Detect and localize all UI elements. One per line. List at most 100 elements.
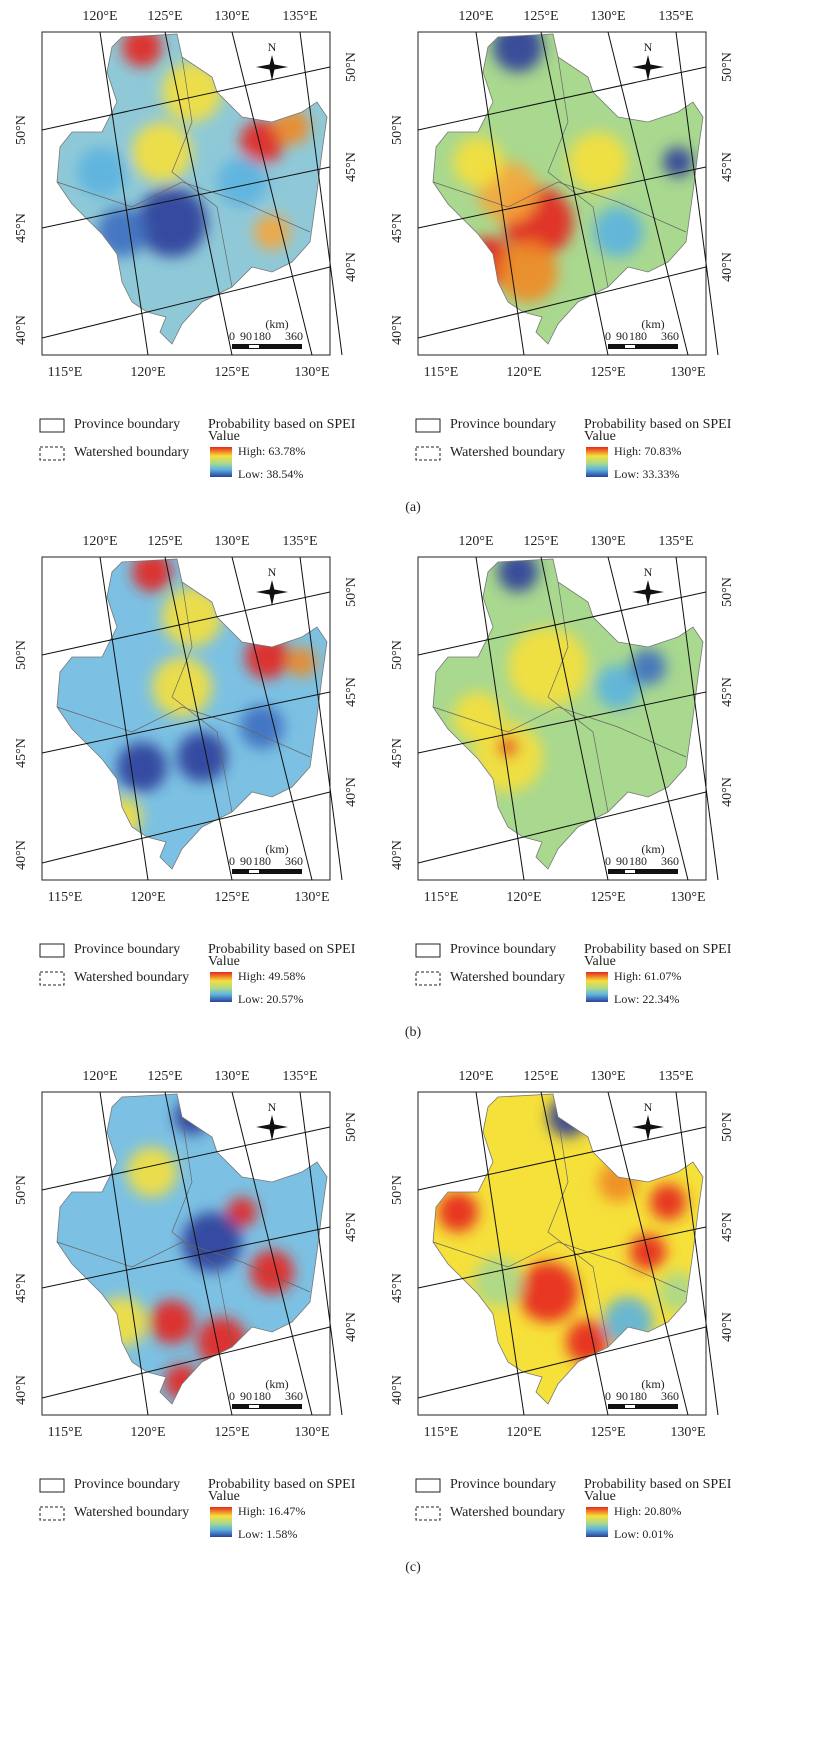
graticule bbox=[41, 1091, 343, 1416]
bottom-tick-label: 115°E bbox=[48, 1425, 83, 1440]
bottom-tick-label: 130°E bbox=[670, 365, 705, 380]
scale-bar-segment bbox=[625, 1405, 635, 1408]
surface-blob bbox=[217, 157, 267, 207]
surface-blob bbox=[498, 737, 518, 757]
right-tick-label: 50°N bbox=[344, 577, 359, 607]
top-tick-label: 120°E bbox=[458, 534, 493, 549]
province-swatch bbox=[415, 1478, 441, 1493]
scale-label: 180 bbox=[253, 1389, 271, 1403]
parallel bbox=[41, 166, 331, 229]
province-boundary bbox=[171, 56, 233, 288]
right-tick-label: 45°N bbox=[344, 1212, 359, 1242]
scale-bar-segment bbox=[249, 345, 259, 348]
surface-blob bbox=[250, 1250, 294, 1294]
top-tick-label: 135°E bbox=[282, 534, 317, 549]
right-tick-label: 40°N bbox=[344, 1312, 359, 1342]
map-frame bbox=[417, 556, 707, 881]
bottom-tick-label: 130°E bbox=[294, 365, 329, 380]
surface-blob bbox=[650, 1184, 686, 1220]
scale-bar bbox=[608, 344, 678, 349]
right-tick-label: 50°N bbox=[344, 52, 359, 82]
bottom-tick-label: 130°E bbox=[294, 890, 329, 905]
legend-ramp bbox=[586, 1507, 608, 1537]
top-tick-label: 125°E bbox=[523, 534, 558, 549]
meridian bbox=[99, 31, 149, 356]
left-tick-label: 45°N bbox=[14, 1273, 29, 1303]
parallel bbox=[41, 266, 331, 339]
graticule bbox=[41, 31, 343, 356]
scale-label: 360 bbox=[661, 1389, 679, 1403]
scale-bar-segment bbox=[249, 1405, 259, 1408]
top-tick-label: 120°E bbox=[458, 1069, 493, 1084]
panel-label: (c) bbox=[405, 1560, 421, 1575]
surface-blob bbox=[97, 1297, 147, 1347]
legend-title: Probability based on SPEI bbox=[584, 1477, 732, 1492]
map-frame bbox=[417, 31, 707, 356]
parallel bbox=[41, 1126, 331, 1191]
surface-blob bbox=[77, 147, 127, 197]
legend-watershed: Watershed boundary bbox=[74, 1505, 189, 1520]
bottom-tick-label: 130°E bbox=[670, 890, 705, 905]
parallel bbox=[417, 691, 707, 754]
province-boundary bbox=[547, 1116, 609, 1348]
parallel bbox=[41, 591, 331, 656]
scale-bar bbox=[232, 344, 302, 349]
scale-label: 180 bbox=[253, 854, 271, 868]
surface-blob bbox=[498, 242, 558, 302]
map-frame bbox=[417, 1091, 707, 1416]
legend-high: High: 63.78% bbox=[238, 444, 305, 458]
map-blobs bbox=[102, 559, 317, 837]
map-frame bbox=[41, 1091, 331, 1416]
left-tick-label: 40°N bbox=[14, 1375, 29, 1405]
top-tick-label: 120°E bbox=[82, 534, 117, 549]
legend-title: Value bbox=[584, 429, 616, 444]
province-boundary bbox=[432, 181, 687, 233]
surface-blob bbox=[493, 34, 543, 72]
right-tick-label: 40°N bbox=[344, 777, 359, 807]
legend-ramp bbox=[586, 972, 608, 1002]
legend-low: Low: 20.57% bbox=[238, 992, 303, 1006]
map-panel bbox=[41, 556, 343, 881]
bottom-tick-label: 120°E bbox=[506, 1425, 541, 1440]
surface-blob bbox=[568, 132, 628, 192]
surface-blob bbox=[245, 635, 289, 679]
parallel bbox=[417, 591, 707, 656]
surface-blob bbox=[150, 1300, 194, 1344]
north-label: N bbox=[644, 40, 653, 54]
parallel bbox=[417, 266, 707, 339]
map-blobs bbox=[77, 34, 310, 257]
province-swatch bbox=[415, 418, 441, 433]
meridian bbox=[540, 556, 609, 881]
legend-high: High: 16.47% bbox=[238, 1504, 305, 1518]
right-tick-label: 50°N bbox=[720, 577, 735, 607]
panel-label: (b) bbox=[405, 1025, 422, 1040]
top-tick-label: 135°E bbox=[282, 1069, 317, 1084]
graticule bbox=[417, 1091, 719, 1416]
parallel bbox=[417, 1326, 707, 1399]
scale-bar bbox=[608, 1404, 678, 1409]
scale-label: 180 bbox=[629, 329, 647, 343]
top-tick-label: 125°E bbox=[147, 9, 182, 24]
surface-blob bbox=[473, 1257, 523, 1307]
top-tick-label: 130°E bbox=[590, 534, 625, 549]
right-tick-label: 40°N bbox=[720, 252, 735, 282]
legend-ramp bbox=[210, 972, 232, 1002]
left-tick-label: 50°N bbox=[14, 640, 29, 670]
parallel bbox=[417, 1226, 707, 1289]
parallel bbox=[417, 791, 707, 864]
north-label: N bbox=[268, 40, 277, 54]
legend-watershed: Watershed boundary bbox=[74, 970, 189, 985]
parallel bbox=[417, 1126, 707, 1191]
legend-province: Province boundary bbox=[74, 942, 180, 957]
surface-blob bbox=[137, 187, 207, 257]
north-arrow bbox=[632, 589, 664, 595]
top-tick-label: 130°E bbox=[590, 9, 625, 24]
legend-province: Province boundary bbox=[74, 1477, 180, 1492]
bottom-tick-label: 125°E bbox=[590, 1425, 625, 1440]
scale-unit: (km) bbox=[641, 1377, 664, 1391]
legend-low: Low: 38.54% bbox=[238, 467, 303, 481]
map-frame bbox=[41, 31, 331, 356]
province-boundary bbox=[56, 181, 311, 233]
legend-low: Low: 22.34% bbox=[614, 992, 679, 1006]
